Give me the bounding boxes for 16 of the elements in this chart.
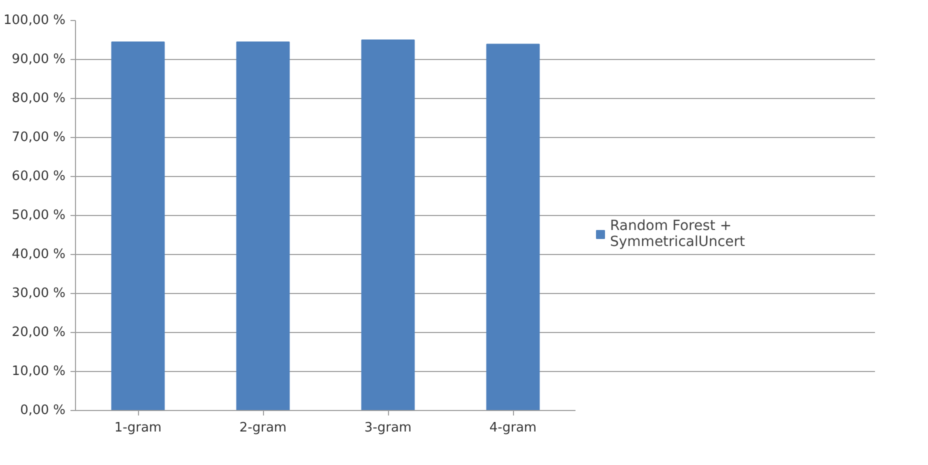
x-tick-label: 3-gram [364,420,412,436]
y-tick-label: 90,00 % [12,52,66,67]
y-tick-label: 80,00 % [12,91,66,106]
x-tick-label: 4-gram [489,420,537,436]
legend-label: Random Forest + SymmetricalUncert [610,218,746,250]
y-tick-label: 30,00 % [12,286,66,301]
y-tick-label: 50,00 % [12,208,66,223]
y-tick-label: 0,00 % [20,403,66,418]
y-tick-label: 40,00 % [12,247,66,262]
y-tick-label: 20,00 % [12,325,66,340]
y-tick-label: 70,00 % [12,130,66,145]
y-tick-label: 100,00 % [4,13,66,28]
x-tick-label: 1-gram [114,420,162,436]
y-tick-label: 60,00 % [12,169,66,184]
x-tick-label: 2-gram [239,420,287,436]
y-tick-label: 10,00 % [12,364,66,379]
